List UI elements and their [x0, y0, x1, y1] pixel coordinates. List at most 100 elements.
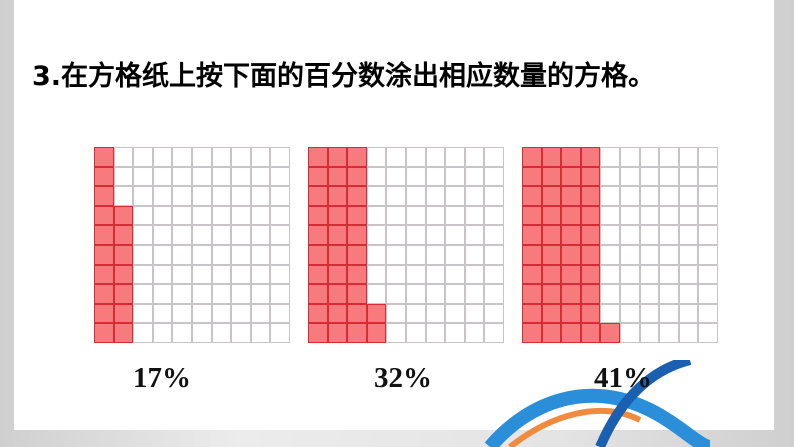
- filled-cell[interactable]: [522, 284, 542, 304]
- filled-cell[interactable]: [580, 225, 601, 245]
- grid-cell[interactable]: [231, 147, 251, 167]
- grid-cell[interactable]: [211, 147, 232, 167]
- filled-cell[interactable]: [580, 264, 601, 285]
- grid-cell[interactable]: [192, 147, 212, 167]
- grid-cell[interactable]: [386, 166, 406, 187]
- grid-cell[interactable]: [133, 245, 153, 265]
- filled-cell[interactable]: [94, 284, 114, 304]
- grid-cell[interactable]: [600, 284, 620, 304]
- grid-cell[interactable]: [366, 186, 387, 206]
- grid-cell[interactable]: [211, 186, 232, 206]
- filled-cell[interactable]: [347, 186, 367, 206]
- grid-cell[interactable]: [678, 323, 699, 343]
- filled-cell[interactable]: [366, 323, 387, 343]
- filled-cell[interactable]: [522, 264, 542, 285]
- filled-cell[interactable]: [113, 264, 134, 285]
- grid-cell[interactable]: [659, 303, 679, 324]
- grid-cell[interactable]: [133, 166, 153, 187]
- grid-cell[interactable]: [250, 264, 271, 285]
- filled-cell[interactable]: [327, 186, 348, 206]
- grid-cell[interactable]: [425, 284, 446, 304]
- grid-cell[interactable]: [659, 147, 679, 167]
- grid-cell[interactable]: [211, 303, 232, 324]
- filled-cell[interactable]: [541, 264, 562, 285]
- grid-cell[interactable]: [445, 323, 465, 343]
- grid-cell[interactable]: [211, 225, 232, 245]
- grid-cell[interactable]: [425, 245, 446, 265]
- grid-cell[interactable]: [211, 264, 232, 285]
- grid-cell[interactable]: [445, 186, 465, 206]
- grid-cell[interactable]: [172, 205, 192, 226]
- filled-cell[interactable]: [327, 166, 348, 187]
- grid-cell[interactable]: [406, 225, 426, 245]
- grid-cell[interactable]: [386, 186, 406, 206]
- grid-cell[interactable]: [113, 147, 134, 167]
- filled-cell[interactable]: [113, 284, 134, 304]
- filled-cell[interactable]: [561, 264, 581, 285]
- grid-cell[interactable]: [464, 166, 485, 187]
- grid-cell[interactable]: [620, 323, 640, 343]
- filled-cell[interactable]: [347, 323, 367, 343]
- grid-cell[interactable]: [698, 245, 718, 265]
- filled-cell[interactable]: [113, 205, 134, 226]
- grid-cell[interactable]: [192, 303, 212, 324]
- filled-cell[interactable]: [94, 323, 114, 343]
- filled-cell[interactable]: [541, 166, 562, 187]
- filled-cell[interactable]: [308, 264, 328, 285]
- grid-cell[interactable]: [445, 147, 465, 167]
- grid-cell[interactable]: [386, 323, 406, 343]
- grid-cell[interactable]: [445, 284, 465, 304]
- grid-cell[interactable]: [231, 166, 251, 187]
- grid-cell[interactable]: [366, 166, 387, 187]
- grid-cell[interactable]: [231, 323, 251, 343]
- grid-cell[interactable]: [192, 225, 212, 245]
- grid-cell[interactable]: [270, 323, 290, 343]
- grid-cell[interactable]: [639, 205, 660, 226]
- grid-cell[interactable]: [192, 284, 212, 304]
- grid-cell[interactable]: [406, 264, 426, 285]
- filled-cell[interactable]: [522, 225, 542, 245]
- grid-paper-2[interactable]: [308, 147, 504, 343]
- grid-cell[interactable]: [639, 166, 660, 187]
- filled-cell[interactable]: [522, 323, 542, 343]
- grid-cell[interactable]: [659, 205, 679, 226]
- grid-cell[interactable]: [113, 166, 134, 187]
- grid-cell[interactable]: [152, 323, 173, 343]
- grid-cell[interactable]: [270, 186, 290, 206]
- grid-cell[interactable]: [406, 284, 426, 304]
- filled-cell[interactable]: [561, 303, 581, 324]
- grid-cell[interactable]: [231, 245, 251, 265]
- filled-cell[interactable]: [541, 225, 562, 245]
- grid-cell[interactable]: [678, 264, 699, 285]
- grid-cell[interactable]: [600, 264, 620, 285]
- filled-cell[interactable]: [347, 245, 367, 265]
- grid-cell[interactable]: [620, 186, 640, 206]
- grid-cell[interactable]: [464, 186, 485, 206]
- grid-cell[interactable]: [620, 225, 640, 245]
- grid-cell[interactable]: [425, 186, 446, 206]
- grid-cell[interactable]: [425, 303, 446, 324]
- grid-cell[interactable]: [600, 303, 620, 324]
- grid-cell[interactable]: [386, 264, 406, 285]
- grid-cell[interactable]: [386, 245, 406, 265]
- grid-cell[interactable]: [620, 303, 640, 324]
- grid-cell[interactable]: [464, 147, 485, 167]
- grid-cell[interactable]: [250, 245, 271, 265]
- filled-cell[interactable]: [541, 205, 562, 226]
- filled-cell[interactable]: [561, 225, 581, 245]
- filled-cell[interactable]: [541, 186, 562, 206]
- grid-cell[interactable]: [211, 166, 232, 187]
- grid-cell[interactable]: [250, 225, 271, 245]
- grid-paper-1[interactable]: [94, 147, 290, 343]
- grid-cell[interactable]: [172, 186, 192, 206]
- filled-cell[interactable]: [561, 186, 581, 206]
- filled-cell[interactable]: [561, 166, 581, 187]
- grid-cell[interactable]: [464, 245, 485, 265]
- grid-cell[interactable]: [678, 147, 699, 167]
- grid-cell[interactable]: [211, 205, 232, 226]
- filled-cell[interactable]: [347, 205, 367, 226]
- grid-cell[interactable]: [386, 303, 406, 324]
- filled-cell[interactable]: [327, 284, 348, 304]
- grid-cell[interactable]: [386, 147, 406, 167]
- grid-cell[interactable]: [600, 245, 620, 265]
